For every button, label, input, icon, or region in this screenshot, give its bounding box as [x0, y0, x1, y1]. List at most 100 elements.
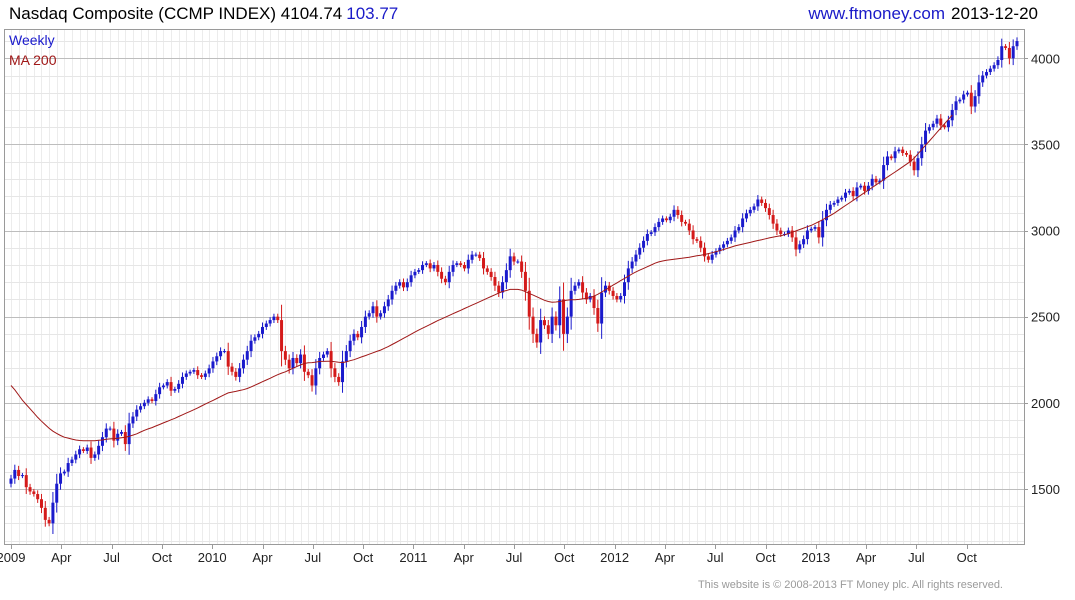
candle-down: [200, 375, 204, 377]
candle-up: [649, 232, 653, 234]
candle-up: [634, 254, 638, 262]
candle-down: [889, 156, 893, 159]
candle-down: [527, 290, 531, 317]
candle-down: [43, 507, 47, 520]
candle-up: [51, 502, 55, 524]
candle-up: [451, 264, 455, 272]
candle-up: [539, 320, 543, 343]
candle-up: [165, 382, 169, 386]
candle-down: [1004, 46, 1008, 48]
candle-down: [306, 371, 310, 376]
candle-up: [108, 428, 112, 430]
candle-up: [386, 299, 390, 307]
candle-up: [714, 251, 718, 255]
candle-up: [973, 96, 977, 107]
candle-up: [70, 459, 74, 464]
candle-down: [615, 295, 619, 300]
candle-up: [104, 428, 108, 438]
candle-down: [908, 154, 912, 162]
candle-up: [13, 469, 17, 479]
index-title: Nasdaq Composite (CCMP INDEX): [9, 4, 277, 23]
x-tick-label: Oct: [152, 550, 173, 565]
candle-down: [493, 277, 497, 286]
candle-up: [9, 478, 13, 484]
candle-up: [840, 197, 844, 200]
candle-down: [150, 399, 154, 402]
candle-down: [691, 230, 695, 240]
candle-down: [459, 263, 463, 265]
candle-up: [424, 263, 428, 265]
candle-down: [428, 263, 432, 269]
candle-down: [401, 282, 405, 288]
candle-down: [123, 432, 127, 445]
candle-up: [992, 65, 996, 69]
candle-down: [706, 256, 710, 260]
candle-up: [238, 368, 242, 377]
candle-down: [169, 382, 173, 391]
candle-up: [920, 144, 924, 159]
candle-up: [158, 387, 162, 395]
candle-up: [565, 316, 569, 334]
candle-up: [405, 282, 409, 288]
candle-up: [219, 351, 223, 357]
x-tick-label: Apr: [655, 550, 676, 565]
candle-up: [802, 239, 806, 245]
candle-down: [760, 199, 764, 203]
candle-up: [314, 368, 318, 386]
site-link[interactable]: www.ftmoney.com: [808, 4, 946, 23]
x-tick-label: Oct: [957, 550, 978, 565]
candle-up: [390, 290, 394, 300]
candle-up: [752, 206, 756, 210]
x-tick-label: 2012: [600, 550, 629, 565]
candle-down: [440, 271, 444, 279]
candle-up: [177, 383, 181, 389]
chart-date: 2013-12-20: [951, 4, 1038, 23]
chart-header-title: Nasdaq Composite (CCMP INDEX) 4104.74 103…: [9, 4, 398, 24]
x-tick-label: 2011: [399, 550, 427, 565]
candle-up: [878, 180, 882, 183]
x-tick-label: 2009: [0, 550, 25, 565]
candle-up: [325, 351, 329, 355]
candle-up: [954, 101, 958, 110]
candle-down: [333, 368, 337, 377]
candle-up: [504, 270, 508, 283]
candle-up: [501, 282, 505, 293]
ma200-line: [10, 114, 953, 442]
candle-up: [668, 216, 672, 221]
candle-up: [809, 228, 813, 231]
candle-down: [676, 209, 680, 216]
candle-up: [661, 218, 665, 222]
candle-down: [794, 237, 798, 250]
candle-up: [516, 261, 520, 263]
candle-up: [421, 264, 425, 271]
candle-down: [89, 447, 93, 458]
x-tick-label: Oct: [755, 550, 776, 565]
candle-up: [642, 240, 646, 248]
candle-up: [897, 149, 901, 152]
candle-up: [786, 230, 790, 234]
candle-up: [257, 333, 261, 338]
candle-up: [78, 449, 82, 455]
candle-up: [882, 165, 886, 181]
legend-weekly: Weekly: [9, 32, 55, 48]
candle-up: [154, 394, 158, 402]
candle-up: [455, 263, 459, 265]
candle-up: [558, 299, 562, 326]
candle-up: [352, 333, 356, 341]
candle-up: [805, 230, 809, 240]
candle-up: [722, 244, 726, 248]
candle-down: [699, 240, 703, 248]
candle-up: [85, 447, 89, 451]
candle-down: [295, 357, 299, 364]
candle-up: [321, 354, 325, 358]
y-tick-label: 1500: [1031, 482, 1060, 497]
x-tick-label: Jul: [707, 550, 724, 565]
candle-up: [470, 254, 474, 260]
change-value: 103.77: [346, 4, 399, 23]
candle-up: [184, 373, 188, 377]
candle-up: [20, 475, 24, 477]
copyright-footer: This website is © 2008-2013 FT Money plc…: [697, 579, 1003, 591]
candle-down: [81, 449, 85, 451]
candle-up: [844, 192, 848, 198]
candle-down: [703, 247, 707, 257]
